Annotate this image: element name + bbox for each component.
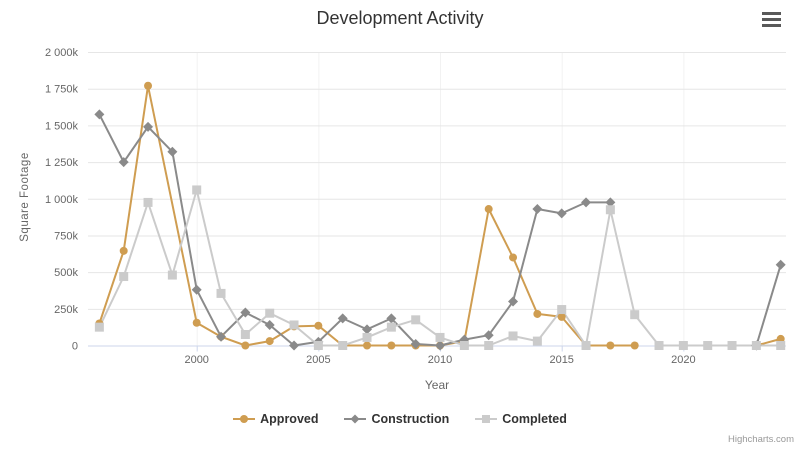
data-point-completed[interactable] [508,331,518,341]
data-point-completed[interactable] [240,329,250,339]
legend-label: Construction [371,412,450,426]
hamburger-icon [760,12,784,27]
data-point-approved[interactable] [557,312,566,321]
x-axis-label: 2020 [671,354,695,366]
data-point-construction[interactable] [605,197,616,208]
data-point-approved[interactable] [144,81,153,90]
data-point-completed[interactable] [435,332,445,342]
data-point-construction[interactable] [581,197,592,208]
data-point-completed[interactable] [167,270,177,280]
context-menu-button[interactable] [758,10,786,36]
data-point-approved[interactable] [387,341,396,350]
data-point-approved[interactable] [776,334,785,343]
legend-item-construction[interactable]: Construction [344,412,449,426]
data-point-completed[interactable] [605,205,615,215]
y-axis-label: 1 500k [45,120,79,132]
data-point-approved[interactable] [119,246,128,255]
series-line-approved[interactable] [98,84,635,347]
data-point-completed[interactable] [776,341,786,350]
data-point-approved[interactable] [484,205,493,214]
y-axis-label: 500k [54,267,78,279]
data-point-construction[interactable] [289,340,300,351]
y-axis-label: 1 750k [45,84,79,96]
data-point-completed[interactable] [338,341,348,350]
data-point-construction[interactable] [191,284,202,295]
y-axis-label: 2 000k [45,47,79,59]
data-point-completed[interactable] [216,288,226,298]
chart-title: Development Activity [316,8,484,28]
legend: Approved Construction Completed [0,412,800,426]
data-point-completed[interactable] [265,308,275,318]
x-axis-label: 2015 [549,354,573,366]
data-point-completed[interactable] [581,341,591,350]
legend-label: Approved [260,412,319,426]
y-axis-label: 750k [54,230,78,242]
series-line-construction[interactable] [98,113,611,347]
series-line-construction[interactable] [755,264,782,346]
y-axis-label: 250k [54,304,78,316]
data-point-approved[interactable] [509,253,518,262]
data-point-completed[interactable] [727,341,737,350]
data-point-completed[interactable] [751,341,761,350]
data-point-construction[interactable] [556,208,567,219]
legend-label: Completed [502,412,567,426]
data-point-completed[interactable] [192,185,202,195]
data-point-construction[interactable] [216,331,227,342]
data-point-construction[interactable] [483,330,494,341]
data-point-construction[interactable] [435,340,446,351]
data-point-approved[interactable] [630,341,639,350]
data-point-construction[interactable] [508,296,519,307]
data-point-completed[interactable] [289,320,299,330]
x-axis-label: 2010 [428,354,452,366]
data-point-approved[interactable] [363,341,372,350]
data-point-approved[interactable] [314,321,323,330]
legend-marker-diamond-icon [344,414,367,424]
data-point-completed[interactable] [484,341,494,350]
data-point-completed[interactable] [362,332,372,342]
x-axis-title: Year [424,378,450,392]
data-point-approved[interactable] [533,309,542,318]
data-point-completed[interactable] [532,336,542,346]
legend-marker-square-icon [475,415,498,423]
data-point-completed[interactable] [459,341,469,350]
y-axis-title: Square Footage [19,152,31,242]
data-point-construction[interactable] [143,121,154,132]
data-point-construction[interactable] [386,313,397,324]
data-point-construction[interactable] [410,339,421,350]
data-point-completed[interactable] [411,315,421,325]
legend-marker-circle-icon [233,415,256,423]
data-point-completed[interactable] [94,322,104,332]
credits-link[interactable]: Highcharts.com [728,434,794,445]
data-point-completed[interactable] [386,322,396,332]
data-point-completed[interactable] [557,305,567,315]
y-axis-label: 0 [72,341,78,353]
data-point-construction[interactable] [775,259,786,270]
data-point-construction[interactable] [337,313,348,324]
data-point-construction[interactable] [532,204,543,215]
data-point-construction[interactable] [240,307,251,318]
legend-item-completed[interactable]: Completed [475,412,567,426]
data-point-construction[interactable] [264,319,275,330]
data-point-approved[interactable] [265,337,274,346]
data-point-approved[interactable] [606,341,615,350]
data-point-construction[interactable] [118,157,129,168]
data-point-construction[interactable] [94,109,105,120]
data-point-construction[interactable] [362,324,373,335]
data-point-completed[interactable] [678,341,688,350]
data-point-completed[interactable] [119,272,129,282]
data-point-approved[interactable] [192,318,201,327]
data-point-completed[interactable] [630,310,640,320]
data-point-completed[interactable] [654,341,664,350]
x-axis-label: 2005 [306,354,330,366]
y-axis-label: 1 250k [45,157,79,169]
data-point-construction[interactable] [167,146,178,157]
legend-item-approved[interactable]: Approved [233,412,318,426]
x-axis-label: 2000 [184,354,208,366]
data-point-completed[interactable] [143,197,153,207]
data-point-completed[interactable] [703,341,713,350]
y-axis-label: 1 000k [45,194,79,206]
data-point-completed[interactable] [313,341,323,350]
data-point-approved[interactable] [241,341,250,350]
